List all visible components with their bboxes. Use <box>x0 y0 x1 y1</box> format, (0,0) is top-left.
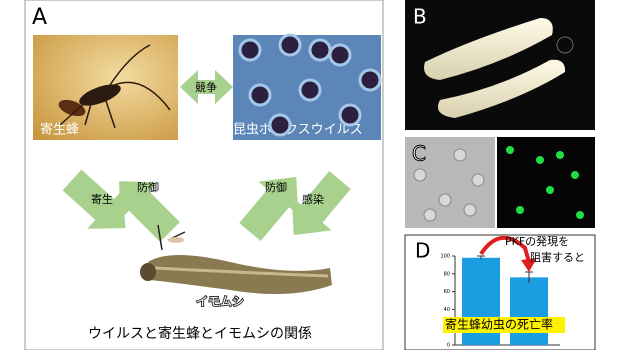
arrow-label: 防御 <box>137 180 159 194</box>
panel-label: B <box>413 5 427 29</box>
caterpillar-label: イモムシ <box>196 295 244 309</box>
caption: ウイルスと寄生蜂とイモムシの関係 <box>88 325 312 342</box>
cell <box>423 208 437 222</box>
fluorescent-cell <box>506 146 514 154</box>
fluorescent-cell <box>571 171 579 179</box>
arrowhead <box>521 258 537 272</box>
cell <box>453 148 467 162</box>
virus-particle <box>298 78 322 102</box>
virus-photo: 昆虫ポックスウイルス <box>233 33 382 140</box>
arrow-label: 競争 <box>195 80 217 94</box>
cell <box>413 168 427 182</box>
cell <box>438 193 452 207</box>
fluorescent-cell <box>556 151 564 159</box>
virus-particle <box>328 43 352 67</box>
y-tick-label: 60 <box>444 289 450 295</box>
fluorescent-cell <box>576 211 584 219</box>
y-tick-label: 40 <box>444 307 450 313</box>
wasp-photo: 寄生蜂 <box>33 35 178 140</box>
arrow <box>479 236 531 263</box>
virus-particle <box>308 38 332 62</box>
y-tick-label: 100 <box>440 254 450 260</box>
y-label: 寄生蜂幼虫の死亡率 <box>445 317 553 332</box>
virus-particle <box>338 103 362 127</box>
cell <box>471 173 485 187</box>
panel-label: C <box>412 142 426 166</box>
virus-label: 昆虫ポックスウイルス <box>233 123 363 138</box>
cell <box>463 203 477 217</box>
wasp-label: 寄生蜂 <box>40 122 79 138</box>
arrow-label: 寄生 <box>91 192 113 206</box>
arrow-label: 感染 <box>302 192 324 206</box>
virus-particle <box>358 68 382 92</box>
virus-particle <box>238 38 262 62</box>
fluorescent-cell <box>536 156 544 164</box>
error-bar <box>525 271 533 283</box>
panel-label: D <box>415 239 430 263</box>
bar-chart: 020406080100PKFの発現を阻害すると寄生蜂幼虫の死亡率 <box>440 234 585 349</box>
panel-label: A <box>32 5 47 30</box>
bar <box>510 277 548 345</box>
virus-particle <box>278 33 302 57</box>
annotation: PKFの発現を <box>505 234 569 248</box>
y-tick-label: 0 <box>447 343 450 349</box>
cells-photo: C <box>405 137 595 228</box>
fluorescent-cell <box>516 206 524 214</box>
virus-particle <box>248 83 272 107</box>
y-tick-label: 80 <box>444 271 450 277</box>
larvae-photo: B <box>405 0 595 130</box>
competition-arrow: 競争 <box>180 70 233 104</box>
error-bar <box>477 255 485 260</box>
annotation: 阻害すると <box>530 250 585 264</box>
highlight <box>443 317 565 333</box>
arrow-label: 防御 <box>265 180 287 194</box>
caterpillar-photo: イモムシ <box>140 224 332 310</box>
fluorescent-cell <box>546 186 554 194</box>
virus-particle <box>268 113 292 137</box>
